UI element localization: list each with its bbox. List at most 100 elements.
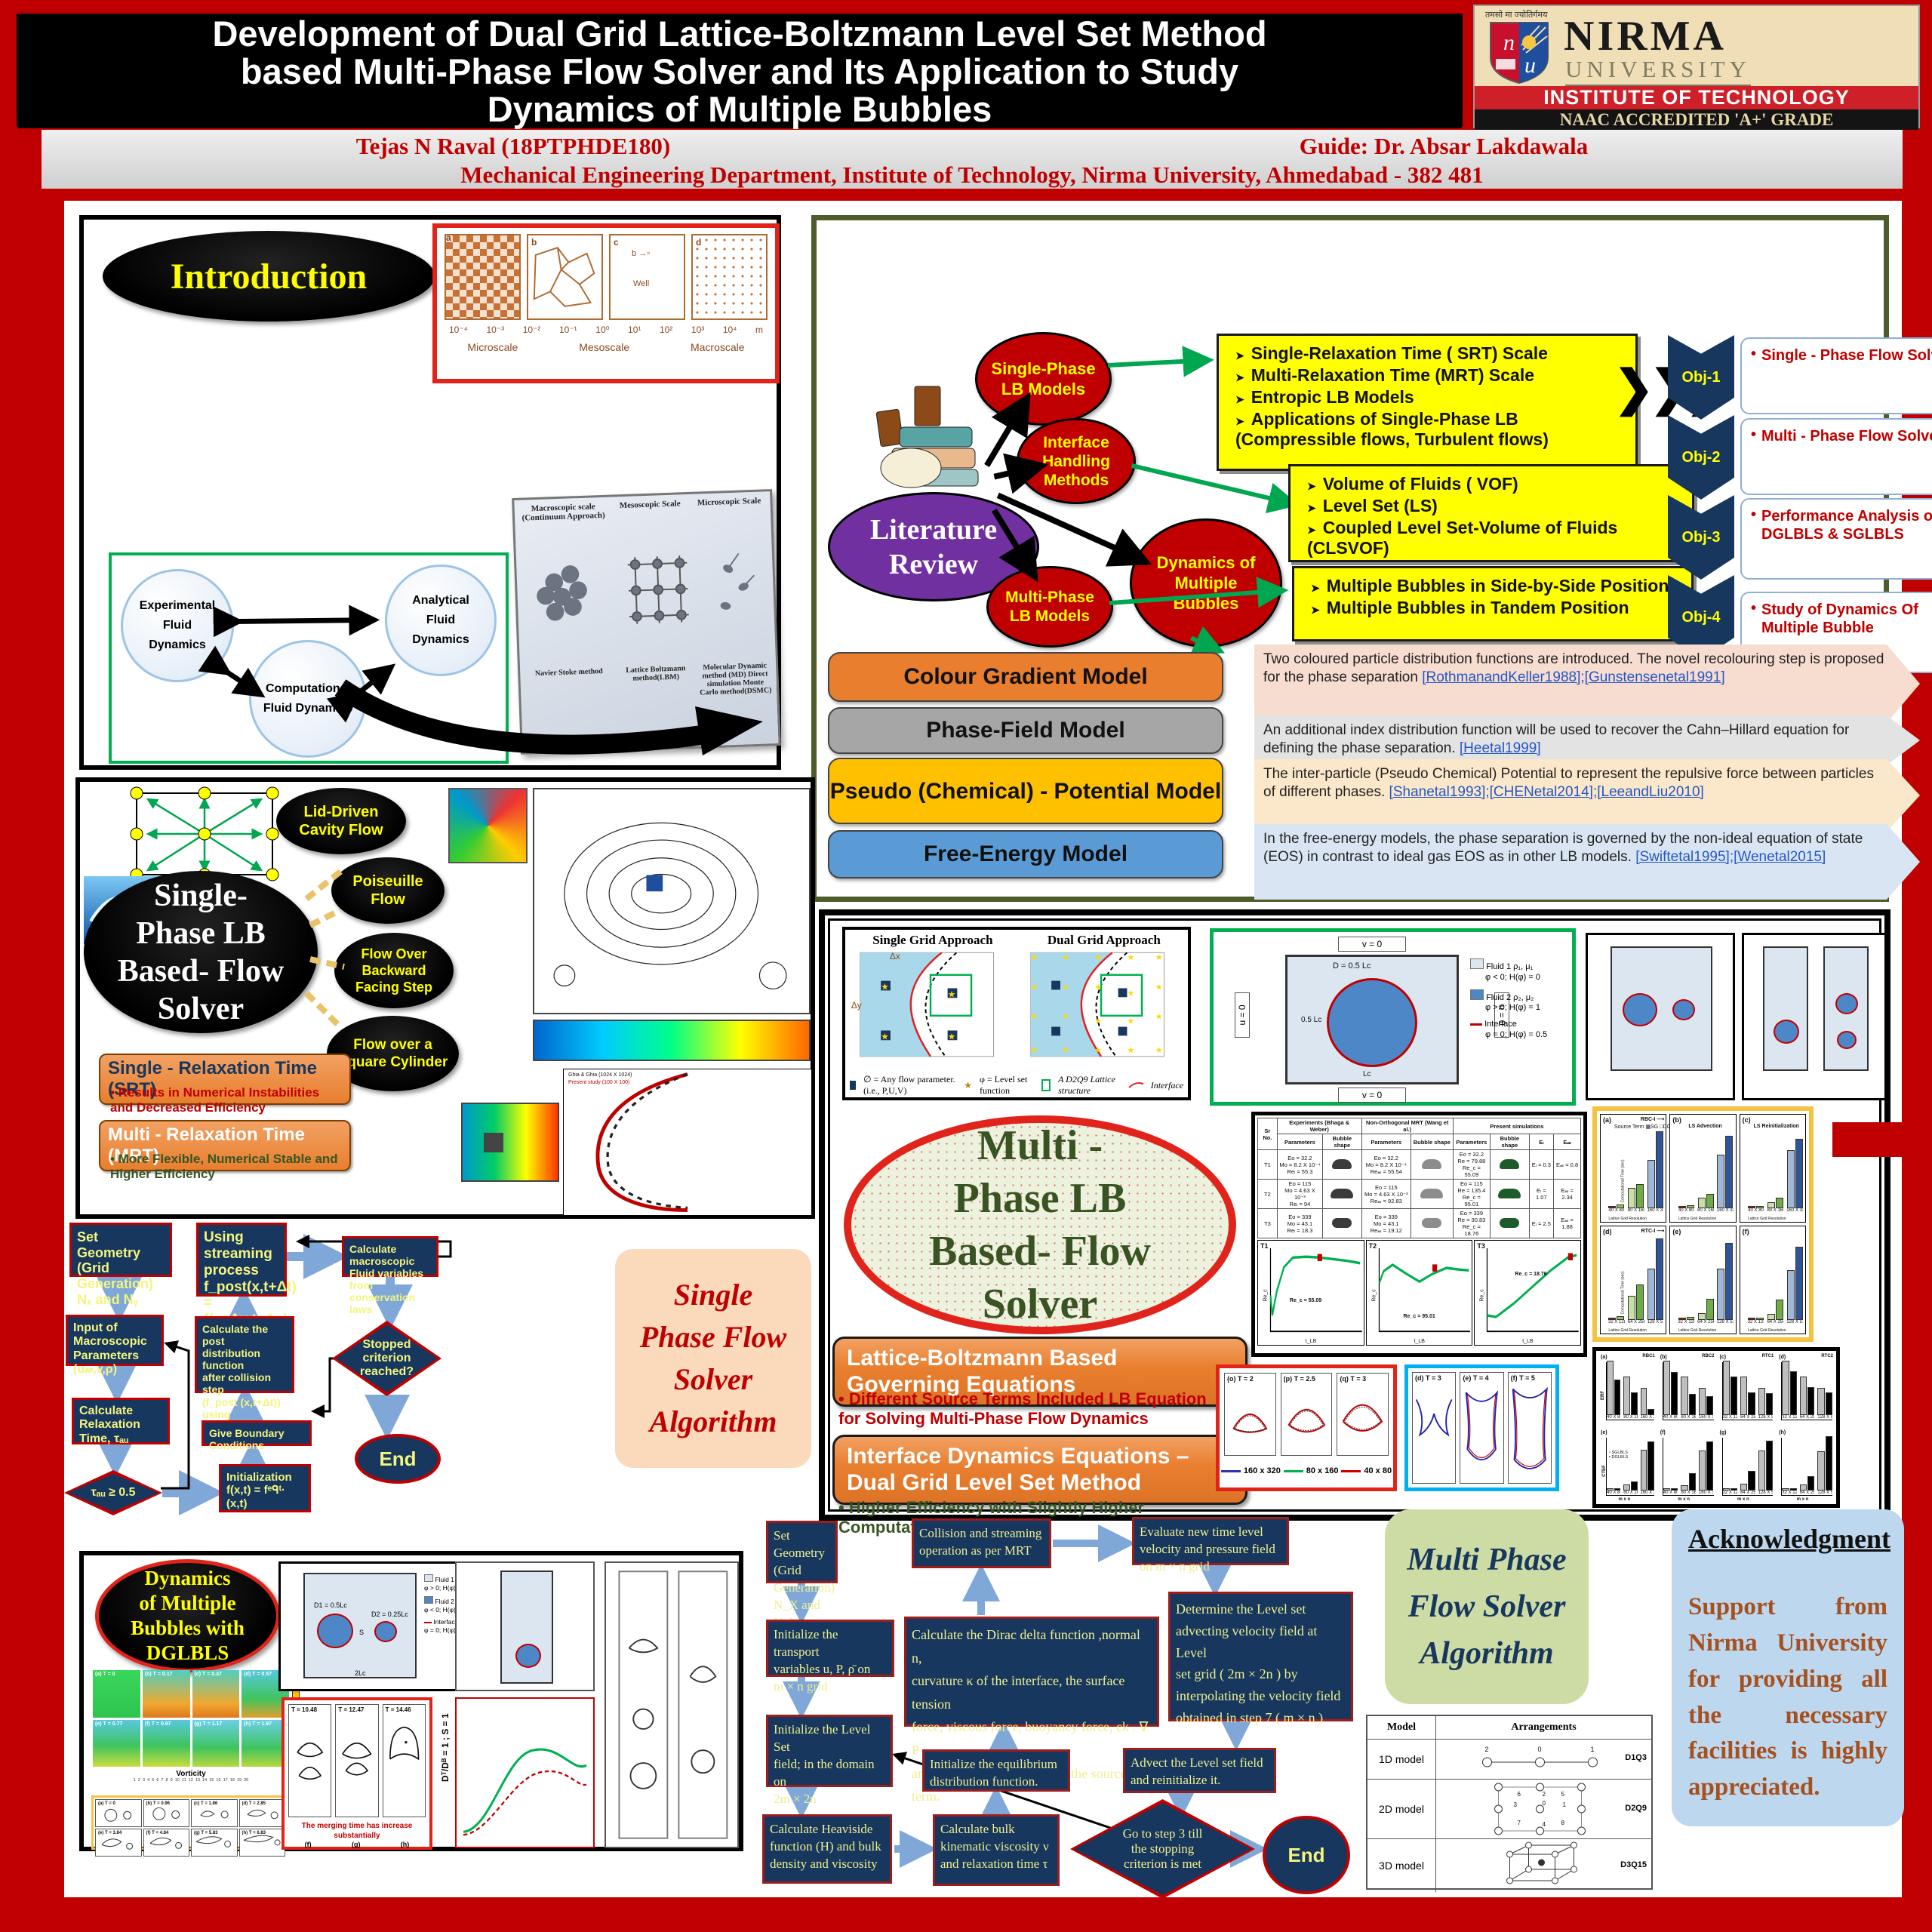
mp-node-equilibrium: Initialize the equilibrium distribution f…: [922, 1749, 1070, 1792]
mp-node-advect: Advect the Level set field and reinitiali…: [1123, 1748, 1276, 1793]
citation-link[interactable]: [Swiftetal1995];[Wenetal2015]: [1635, 848, 1826, 865]
books-icon: [875, 386, 979, 488]
logo-n: n: [1503, 30, 1515, 55]
mp-node-transport: Initialize the transport variables u, P, …: [766, 1620, 894, 1694]
svg-text:★: ★: [1062, 1013, 1069, 1022]
vof-item: Coupled Level Set-Volume of Fluids (CLSV…: [1307, 518, 1684, 558]
grid-legend: 160 x 320 80 x 160 40 x 80: [1220, 1460, 1393, 1475]
svg-text:2: 2: [1485, 1746, 1489, 1753]
poster-title-line3: Dynamics of Multiple Bubbles: [487, 89, 992, 129]
mp-node-collision: Collision and streaming operation as per …: [912, 1518, 1051, 1568]
red-accent: [1832, 1122, 1932, 1157]
multi-phase-panel: Single Grid Approach Dual Grid Approach …: [819, 909, 1890, 1537]
backward-step-ellipse: Flow Over Backward Facing Step: [334, 933, 454, 1008]
svg-text:★: ★: [1155, 1046, 1163, 1055]
svg-text:★: ★: [1155, 1013, 1163, 1022]
mp-node-end: End: [1263, 1816, 1350, 1894]
svg-text:★: ★: [1094, 1017, 1102, 1026]
svg-text:★: ★: [1094, 953, 1102, 962]
free-energy-pill: Free-Energy Model: [828, 830, 1223, 878]
legend-interface: Interface: [1150, 1079, 1184, 1091]
svg-text:★: ★: [1094, 1046, 1102, 1055]
svg-text:★: ★: [1127, 1017, 1134, 1026]
svg-text:★: ★: [881, 1032, 889, 1041]
sp-node-input-params: Input of Macroscopic Parameters (u𝓌,v,ρ): [66, 1315, 164, 1376]
sp-node-end: End: [355, 1434, 441, 1484]
svg-text:8: 8: [1561, 1820, 1565, 1826]
t3-chart: T3 Re_c t_LB Re_c = 18.76: [1474, 1240, 1582, 1346]
field-image: d: [691, 234, 768, 320]
mp-node-set-geometry: Set Geometry(Grid Generation)N_X and N_Y: [766, 1521, 838, 1629]
svg-text:★: ★: [1062, 983, 1069, 992]
microscale-image: [445, 234, 521, 320]
diameter-label: D = 0.5 Lc: [1333, 961, 1371, 971]
svg-text:5: 5: [1561, 1791, 1565, 1798]
tandem-domain-figure: [455, 1561, 595, 1691]
scale-c-label: c: [614, 237, 619, 248]
svg-text:★: ★: [1127, 1046, 1134, 1055]
single-phase-solver-ellipse: Single- Phase LB Based- Flow Solver: [84, 871, 318, 1033]
interface-methods-box: Volume of Fluids ( VOF) Level Set (LS) C…: [1288, 464, 1694, 562]
scale-d-label: d: [696, 237, 702, 248]
validation-row-t3: T3 Eo = 339 Mo = 43.1 Reₗ = 18.3 Eo = 339 M…: [1257, 1208, 1581, 1238]
merging-note: The merging time has increase substantial…: [301, 1822, 413, 1840]
rising-bubble-snapshots: (d) T = 3 (e) T = 4 (f) T = 5: [1404, 1364, 1559, 1491]
vorticity-contours: (a) T = 0 (b) T = 0.17 (c) T = 0.37 (d) …: [93, 1670, 300, 1791]
merging-time-panel: T = 10.48 T = 12.47 T = 14.46 The mergin…: [281, 1697, 432, 1850]
sp-node-collision: Calculate the post distribution function a…: [195, 1316, 294, 1432]
logo-sanskrit: तमसो मा ज्योतिर्गमय: [1485, 11, 1548, 20]
citation-link[interactable]: [Heetal1999]: [1459, 740, 1541, 756]
svg-text:7: 7: [1518, 1820, 1521, 1826]
literature-review-panel: Literature Review Single-Phase LB Models I…: [811, 215, 1932, 902]
literature-review-label: Literature Review: [869, 513, 998, 580]
svg-text:3: 3: [1514, 1801, 1518, 1808]
governing-equations-banner: Lattice-Boltzmann Based Governing Equati…: [832, 1337, 1247, 1407]
sp-node-macroscopic: Calculate macroscopic Fluid variables fro…: [342, 1236, 438, 1315]
author-name: Tejas N Raval (18PTPHDE180): [355, 133, 671, 159]
acknowledgment-body: Support from Nirma University for provid…: [1688, 1593, 1887, 1801]
vorticity-caption: Vorticity: [176, 1770, 206, 1778]
legend-flow-param: ∅ = Any flow parameter. (i.e., P,U,V): [863, 1074, 955, 1096]
grid-sketch: ★ ★ ★ ★ ★ ★ ★ ★ ★ ★ ★ ★ ★ ★ ★ ★ ★ ★ ★ ★ ★ ★ ★ ★: [851, 952, 1165, 1057]
rise-velocity-chart: [455, 1697, 595, 1848]
tandem-evolution-strip: [605, 1561, 739, 1848]
pseudo-potential-desc: The inter-particle (Pseudo Chemical) Pot…: [1254, 759, 1920, 832]
guide-name: Guide: Dr. Absar Lakdawala: [1299, 133, 1589, 159]
department-line: Mechanical Engineering Department, Insti…: [460, 162, 1484, 188]
citation-link[interactable]: [Shanetal1993];[CHENetal2014];[LeeandLiu…: [1389, 783, 1704, 800]
svg-text:★: ★: [1127, 989, 1134, 998]
logo-institute: INSTITUTE OF TECHNOLOGY: [1475, 86, 1918, 109]
vof-item: Level Set (LS): [1307, 496, 1684, 516]
mrt-bullet: • More Flexible, Numerical Stable and Hi…: [110, 1152, 338, 1181]
bubble-shape: [1327, 978, 1417, 1067]
introduction-title: Introduction: [170, 256, 368, 297]
grain-sketch-icon: [533, 247, 595, 307]
mp-node-viscosity: Calculate bulk kinematic viscosity ν and r…: [933, 1814, 1060, 1886]
lid-driven-ellipse: Lid-Driven Cavity Flow: [276, 788, 406, 854]
flow-arrows: [304, 866, 346, 1029]
dy-label: Δy: [851, 1001, 862, 1011]
mp-node-evaluate: Evaluate new time level velocity and pres…: [1132, 1517, 1289, 1574]
pseudo-potential-pill: Pseudo (Chemical) - Potential Model: [828, 758, 1223, 824]
governing-bullet: • Different Source Terms Included LB Equ…: [838, 1389, 1207, 1429]
side-by-side-schematic: [1586, 933, 1735, 1100]
srt-item: Single-Relaxation Time ( SRT) Scale: [1235, 343, 1628, 364]
mp-node-heaviside: Calculate Heaviside function (H) and bulk…: [762, 1814, 892, 1884]
multiple-bubbles-box: Multiple Bubbles in Side-by-Side Positio…: [1292, 566, 1694, 641]
computational-time-panel: (a) RBC-I ⟶ Source Term ▦SG □DG 40 X 80 80 X…: [1592, 1106, 1814, 1342]
svg-text:★: ★: [1062, 953, 1069, 962]
two-bubble-domain-figure: D1 = 0.5Lc D2 = 0.25Lc S 2Lc Fluid 1 ρ₁,…: [278, 1561, 476, 1691]
obj1-callout: Single - Phase Flow Solver: [1740, 337, 1932, 414]
big-curved-arrow: [334, 679, 763, 755]
validation-box: Sr No. Experiments (Bhaga & Weber) Non-O…: [1251, 1112, 1587, 1357]
t1-chart: T1 Re_c t_LB Re_c = 55.09: [1257, 1240, 1364, 1346]
lc-label: Lc: [1363, 1070, 1371, 1078]
citation-link[interactable]: [RothmanandKeller1988];[Gunstensenetal19…: [1422, 669, 1725, 685]
legend-levelset: φ = Level set function: [979, 1074, 1028, 1096]
